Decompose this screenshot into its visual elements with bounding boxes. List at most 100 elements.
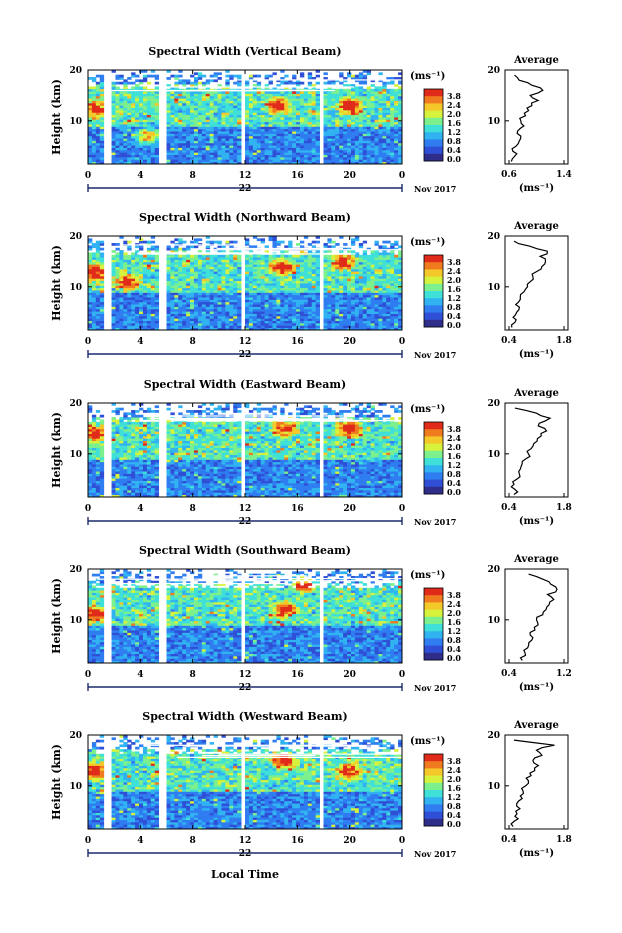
- heatmap-cell: [218, 274, 222, 277]
- heatmap-cell: [190, 150, 194, 153]
- heatmap-cell: [351, 89, 355, 92]
- heatmap-cell: [151, 297, 155, 300]
- heatmap-cell: [249, 152, 253, 155]
- heatmap-cell: [237, 262, 241, 265]
- heatmap-cell: [143, 278, 147, 281]
- heatmap-cell: [351, 115, 355, 118]
- heatmap-cell: [127, 145, 131, 148]
- heatmap-cell: [237, 122, 241, 125]
- heatmap-cell: [167, 110, 171, 113]
- heatmap-cell: [272, 257, 276, 260]
- heatmap-cell: [272, 318, 276, 321]
- heatmap-cell: [112, 96, 116, 99]
- heatmap-cell: [100, 115, 104, 118]
- heatmap-cell: [174, 143, 178, 146]
- heatmap-cell: [190, 148, 194, 151]
- heatmap-cell: [237, 157, 241, 160]
- heatmap-cell: [92, 257, 96, 260]
- heatmap-cell: [351, 124, 355, 127]
- heatmap-cell: [359, 129, 363, 132]
- heatmap-cell: [182, 304, 186, 307]
- heatmap-cell: [284, 288, 288, 291]
- heatmap-cell: [378, 86, 382, 89]
- heatmap-cell: [339, 129, 343, 132]
- heatmap-cell: [327, 321, 331, 324]
- heatmap-cell: [194, 302, 198, 305]
- heatmap-cell: [249, 141, 253, 144]
- heatmap-cell: [135, 269, 139, 272]
- heatmap-cell: [198, 98, 202, 101]
- heatmap-cell: [359, 108, 363, 111]
- heatmap-cell: [233, 260, 237, 263]
- average-title: Average: [513, 55, 559, 66]
- heatmap-cell: [206, 276, 210, 279]
- heatmap-cell: [269, 159, 273, 162]
- heatmap-cell: [96, 110, 100, 113]
- heatmap-cell: [288, 257, 292, 260]
- heatmap-cell: [280, 255, 284, 258]
- heatmap-cell: [382, 117, 386, 120]
- heatmap-cell: [386, 101, 390, 104]
- heatmap-cell: [151, 302, 155, 305]
- heatmap-cell: [245, 264, 249, 267]
- heatmap-cell: [147, 108, 151, 111]
- heatmap-cell: [151, 321, 155, 324]
- heatmap-cell: [112, 309, 116, 312]
- heatmap-cell: [292, 117, 296, 120]
- heatmap-cell: [198, 311, 202, 314]
- heatmap-cell: [272, 72, 276, 75]
- heatmap-cell: [359, 86, 363, 89]
- heatmap-cell: [324, 133, 328, 136]
- heatmap-cell: [190, 141, 194, 144]
- heatmap-cell: [371, 122, 375, 125]
- heatmap-cell: [174, 295, 178, 298]
- heatmap-cell: [296, 269, 300, 272]
- heatmap-cell: [276, 243, 280, 246]
- heatmap-cell: [186, 292, 190, 295]
- heatmap-cell: [308, 288, 312, 291]
- heatmap-cell: [394, 101, 398, 104]
- heatmap-cell: [229, 136, 233, 139]
- heatmap-cell: [355, 115, 359, 118]
- heatmap-cell: [269, 276, 273, 279]
- heatmap-cell: [139, 115, 143, 118]
- heatmap-cell: [363, 288, 367, 291]
- heatmap-cell: [245, 145, 249, 148]
- heatmap-cell: [245, 108, 249, 111]
- heatmap-cell: [233, 152, 237, 155]
- heatmap-cell: [300, 119, 304, 122]
- heatmap-cell: [367, 155, 371, 158]
- heatmap-cell: [237, 115, 241, 118]
- heatmap-cell: [327, 255, 331, 258]
- heatmap-cell: [151, 136, 155, 139]
- heatmap-cell: [186, 131, 190, 134]
- heatmap-cell: [225, 131, 229, 134]
- heatmap-cell: [233, 304, 237, 307]
- heatmap-cell: [218, 307, 222, 310]
- heatmap-cell: [135, 133, 139, 136]
- heatmap-cell: [269, 143, 273, 146]
- heatmap-cell: [229, 290, 233, 293]
- heatmap-cell: [292, 255, 296, 258]
- heatmap-cell: [221, 91, 225, 94]
- heatmap-cell: [335, 108, 339, 111]
- average-profile-line: [511, 75, 543, 161]
- heatmap-cell: [327, 94, 331, 97]
- colorbar-unit: (ms⁻¹): [410, 71, 445, 82]
- heatmap-cell: [343, 117, 347, 120]
- heatmap-cell: [225, 129, 229, 132]
- heatmap-cell: [100, 283, 104, 286]
- heatmap-cell: [343, 314, 347, 317]
- heatmap-cell: [186, 318, 190, 321]
- heatmap-cell: [351, 96, 355, 99]
- heatmap-cell: [359, 302, 363, 305]
- heatmap-cell: [390, 108, 394, 111]
- heatmap-cell: [119, 285, 123, 288]
- heatmap-cell: [100, 309, 104, 312]
- heatmap-cell: [112, 297, 116, 300]
- heatmap-cell: [151, 105, 155, 108]
- heatmap-cell: [190, 276, 194, 279]
- heatmap-cell: [339, 157, 343, 160]
- heatmap-cell: [327, 307, 331, 310]
- heatmap-cell: [123, 260, 127, 263]
